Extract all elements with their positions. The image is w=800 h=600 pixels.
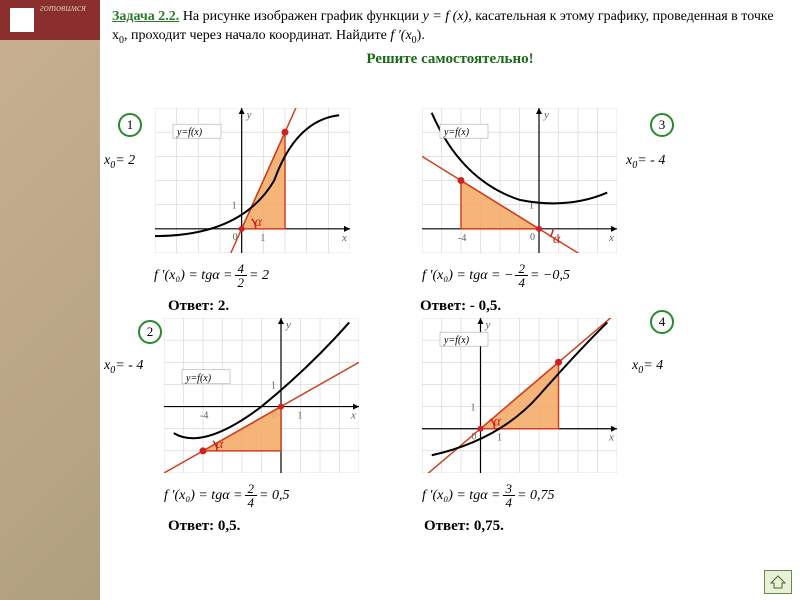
sidebar-bg (0, 0, 100, 600)
formula-4: f ′(x₀) = tgα =34= 0,75 (422, 482, 554, 509)
task-badge-2[interactable]: 2 (138, 320, 162, 344)
logo-icon (8, 6, 36, 34)
graph-1: xy011αy=f(x) (155, 108, 350, 253)
x0-label: x0= 2 (104, 153, 135, 171)
answer-2: Ответ: 0,5. (168, 518, 240, 535)
nav-home-button[interactable] (764, 570, 792, 594)
svg-text:1: 1 (232, 201, 237, 212)
answer-3: Ответ: - 0,5. (420, 298, 501, 315)
task-badge-3[interactable]: 3 (650, 113, 674, 137)
graph-4: xy011αy=f(x) (422, 318, 617, 473)
graph-2: xy0-411αy=f(x) (164, 318, 359, 473)
x0-label: x0= - 4 (104, 358, 143, 376)
subtitle: Решите самостоятельно! (112, 51, 788, 68)
answer-1: Ответ: 2. (168, 298, 229, 315)
prep-label: готовимся (40, 3, 86, 14)
svg-text:x: x (341, 232, 347, 244)
task-badge-4[interactable]: 4 (650, 310, 674, 334)
svg-text:y=f(x): y=f(x) (443, 127, 470, 138)
task-badge-1[interactable]: 1 (118, 113, 142, 137)
svg-text:1: 1 (298, 411, 303, 422)
svg-text:1: 1 (260, 233, 265, 244)
main-content: Задача 2.2. На рисунке изображен график … (100, 0, 800, 600)
sidebar-top: готовимся (0, 0, 100, 40)
graph-3: xy0-411αy=f(x) (422, 108, 617, 253)
svg-text:1: 1 (497, 433, 502, 444)
svg-text:x: x (350, 410, 356, 422)
svg-text:1: 1 (471, 403, 476, 414)
svg-text:y: y (285, 319, 291, 331)
svg-text:y: y (485, 319, 491, 331)
task-title: Задача 2.2. На рисунке изображен график … (112, 8, 788, 47)
svg-text:y=f(x): y=f(x) (176, 127, 203, 138)
svg-text:-4: -4 (200, 411, 208, 422)
x0-label: x0= - 4 (626, 153, 665, 171)
svg-text:1: 1 (271, 380, 276, 391)
answer-4: Ответ: 0,75. (424, 518, 504, 535)
home-icon (769, 574, 787, 590)
formula-3: f ′(x₀) = tgα = −24= −0,5 (422, 262, 570, 289)
formula-1: f ′(x₀) = tgα =42= 2 (154, 262, 269, 289)
svg-text:y: y (543, 109, 549, 121)
formula-2: f ′(x₀) = tgα =24= 0,5 (164, 482, 289, 509)
svg-text:α: α (255, 215, 263, 230)
svg-text:-4: -4 (458, 233, 466, 244)
svg-text:y=f(x): y=f(x) (185, 373, 212, 384)
svg-text:α: α (553, 232, 561, 247)
task-number: Задача 2.2. (112, 9, 179, 24)
svg-text:α: α (216, 437, 224, 452)
svg-text:0: 0 (530, 232, 535, 243)
svg-text:x: x (608, 432, 614, 444)
svg-text:y=f(x): y=f(x) (443, 335, 470, 346)
svg-text:y: y (246, 109, 252, 121)
x0-label: x0= 4 (632, 358, 663, 376)
svg-text:x: x (608, 232, 614, 244)
